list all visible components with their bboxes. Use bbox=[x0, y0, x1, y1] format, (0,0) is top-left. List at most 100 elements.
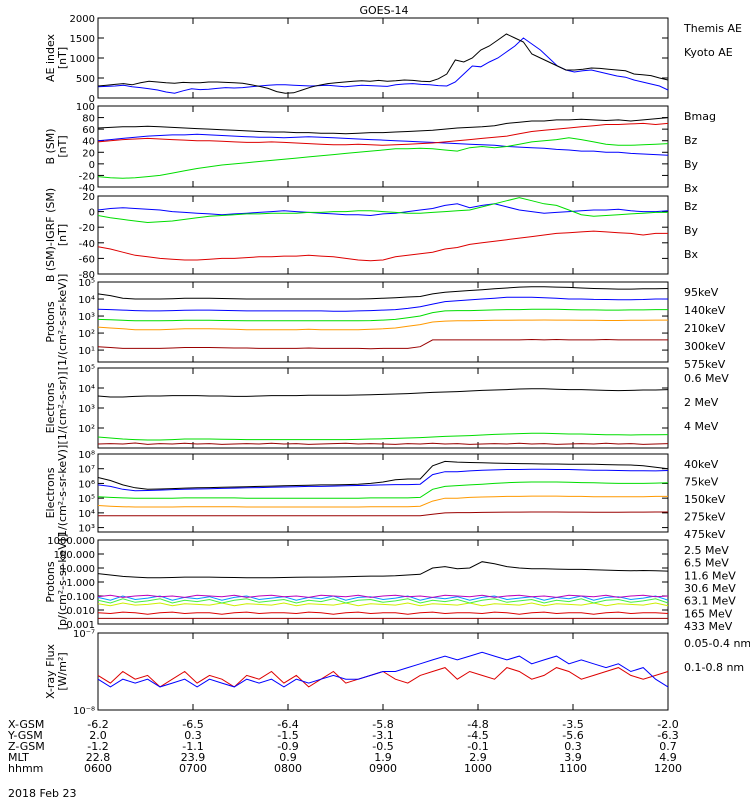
series-line bbox=[97, 468, 669, 492]
y-axis-unit: [1/(cm²-s-sr-keV)] bbox=[56, 274, 69, 371]
footer-value: -0.9 bbox=[277, 740, 298, 753]
series-line bbox=[97, 137, 669, 179]
y-tick-label: 1000 bbox=[70, 54, 95, 65]
panel-protons1: 10¹ 10² 10³ 10⁴ 10⁵ Protons [1/(cm²-s-sr-keV)]… bbox=[44, 274, 726, 371]
series-line bbox=[97, 442, 669, 445]
legend-entry: 433 MeV bbox=[684, 620, 733, 633]
footer-value: 0.9 bbox=[279, 751, 297, 764]
legend-entry: 150keV bbox=[684, 493, 726, 506]
series-line bbox=[97, 598, 669, 604]
series-line bbox=[97, 388, 669, 398]
y-tick-label: 10² bbox=[78, 329, 95, 340]
y-axis-title: Protons bbox=[44, 561, 57, 602]
date-label: 2018 Feb 23 bbox=[8, 787, 76, 800]
y-axis-title: X-ray Flux bbox=[44, 643, 57, 699]
footer-row-label: Z-GSM bbox=[8, 740, 45, 753]
y-tick-label: 60 bbox=[82, 125, 95, 136]
series-line bbox=[97, 122, 669, 146]
footer-value: 0600 bbox=[84, 762, 112, 775]
footer-value: 0.3 bbox=[184, 729, 202, 742]
y-tick-label: -40 bbox=[79, 239, 95, 250]
footer-value: 1.9 bbox=[374, 751, 392, 764]
y-tick-label: 20 bbox=[82, 148, 95, 159]
y-tick-label: 10² bbox=[78, 424, 95, 435]
legend-entry: Kyoto AE bbox=[684, 46, 733, 59]
legend-entry: Bmag bbox=[684, 110, 716, 123]
panel-ae: 0 500 1000 1500 2000 AE index [nT] Themis AE Kyo… bbox=[44, 14, 742, 105]
y-tick-label: 10⁻⁷ bbox=[73, 629, 95, 640]
footer-value: 1100 bbox=[559, 762, 587, 775]
legend-entry: 2.5 MeV bbox=[684, 544, 729, 557]
panel-frame bbox=[97, 281, 669, 363]
footer-value: -2.0 bbox=[657, 718, 678, 731]
footer-value: -4.5 bbox=[467, 729, 488, 742]
series-line bbox=[97, 432, 669, 441]
series-line bbox=[97, 37, 669, 94]
y-tick-label: 0 bbox=[89, 208, 95, 219]
legend-entry: 2 MeV bbox=[684, 396, 719, 409]
footer-value: -6.3 bbox=[657, 729, 678, 742]
y-axis-unit: [1/(cm²-s-sr-keV)] bbox=[56, 445, 69, 542]
panel-protons2: 0.001 0.010 0.100 1.000 10.000 100.000 1000.00… bbox=[44, 534, 736, 633]
legend-entry: By bbox=[684, 224, 699, 237]
series-line bbox=[98, 511, 668, 517]
panel-xray: 10⁻⁸ 10⁻⁷ X-ray Flux [W/m²] 0.05-0.4 nm 0.1-0… bbox=[44, 629, 750, 717]
y-tick-label: 0.010 bbox=[66, 606, 95, 617]
series-line bbox=[97, 308, 668, 322]
legend-entry: 63.1 MeV bbox=[684, 595, 736, 608]
legend-entry: 95keV bbox=[684, 286, 719, 299]
y-tick-label: -40 bbox=[79, 183, 95, 194]
footer-value: -3.5 bbox=[562, 718, 583, 731]
footer-value: 0700 bbox=[179, 762, 207, 775]
y-tick-label: 10¹ bbox=[78, 346, 95, 357]
footer-value: 23.9 bbox=[181, 751, 206, 764]
series-line bbox=[97, 611, 669, 615]
y-tick-label: 10⁴ bbox=[78, 509, 95, 520]
panel-frame bbox=[97, 539, 669, 625]
footer-value: -6.2 bbox=[87, 718, 108, 731]
legend-entry: 75keV bbox=[684, 476, 719, 489]
series-line bbox=[97, 203, 669, 217]
y-tick-label: 40 bbox=[82, 137, 95, 148]
series-line bbox=[97, 595, 669, 601]
y-tick-label: 10³ bbox=[78, 312, 95, 323]
footer-value: 1000 bbox=[464, 762, 492, 775]
y-axis-title: B (SM) bbox=[44, 128, 57, 164]
footer-value: 4.9 bbox=[659, 751, 677, 764]
y-tick-label: 1500 bbox=[70, 34, 95, 45]
footer-value: -0.5 bbox=[372, 740, 393, 753]
legend-entry: 475keV bbox=[684, 528, 726, 541]
legend-entry: By bbox=[684, 158, 699, 171]
series-line bbox=[97, 286, 669, 300]
y-tick-label: 20 bbox=[82, 192, 95, 203]
panel-frame bbox=[97, 367, 669, 449]
y-tick-label: 0.001 bbox=[66, 620, 95, 631]
series-line bbox=[97, 133, 669, 156]
y-axis-unit: [W/m²] bbox=[56, 652, 69, 690]
series-line bbox=[97, 602, 669, 607]
legend-entry: Themis AE bbox=[683, 22, 742, 35]
legend-entry: 30.6 MeV bbox=[684, 582, 736, 595]
footer-value: 0900 bbox=[369, 762, 397, 775]
y-axis-unit: [p/(cm²-s-sr-keV)] bbox=[56, 534, 69, 631]
series-line bbox=[97, 338, 668, 350]
y-tick-label: 0 bbox=[89, 94, 95, 105]
y-axis-title: B (SM)-IGRF (SM) bbox=[44, 188, 57, 282]
legend-entry: 6.5 MeV bbox=[684, 557, 729, 570]
y-axis-title: Protons bbox=[44, 301, 57, 342]
y-tick-label: 10⁵ bbox=[78, 364, 95, 375]
footer-value: 2.9 bbox=[469, 751, 487, 764]
y-tick-label: 10⁵ bbox=[78, 494, 95, 505]
y-tick-label: 10⁷ bbox=[78, 465, 95, 476]
y-tick-label: -60 bbox=[79, 254, 95, 265]
panel-frame bbox=[97, 453, 669, 533]
series-line bbox=[97, 561, 669, 579]
footer-value: 0.3 bbox=[564, 740, 582, 753]
series-line bbox=[97, 319, 668, 331]
panel-frame bbox=[97, 195, 669, 275]
y-axis-title: AE index bbox=[44, 33, 57, 82]
footer-value: 0800 bbox=[274, 762, 302, 775]
